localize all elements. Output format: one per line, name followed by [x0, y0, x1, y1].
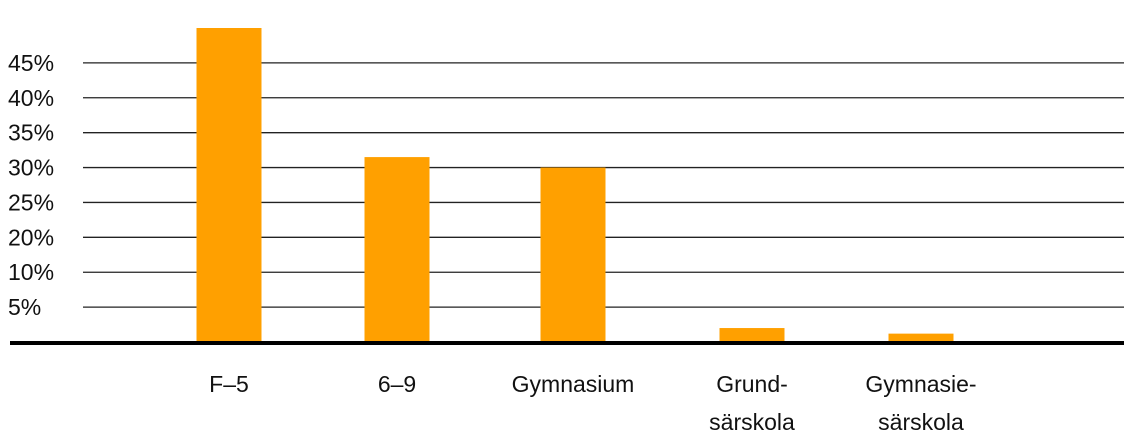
- y-tick-label: 40%: [8, 85, 54, 111]
- y-tick-label: 20%: [8, 224, 54, 250]
- y-tick-label: 10%: [8, 259, 54, 285]
- category-label: F–5: [209, 371, 249, 397]
- category-label: särskola: [878, 409, 964, 432]
- bar: [196, 28, 262, 342]
- y-tick-labels: 5% 10% 20% 25% 30% 35% 40% 45%: [8, 50, 54, 320]
- y-tick-label: 35%: [8, 120, 54, 146]
- category-labels: F–5 6–9 Gymnasium Grund-särskola Gymnasie-sä…: [209, 371, 976, 432]
- y-tick-label: 45%: [8, 50, 54, 76]
- bar: [364, 157, 430, 342]
- category-label: Grund-: [716, 371, 788, 397]
- y-tick-label: 5%: [8, 294, 41, 320]
- category-label: Gymnasie-: [865, 371, 976, 397]
- bar: [540, 167, 606, 342]
- category-label: Gymnasium: [512, 371, 635, 397]
- bars: [196, 28, 954, 342]
- category-label: 6–9: [378, 371, 416, 397]
- y-tick-label: 30%: [8, 155, 54, 181]
- y-tick-label: 25%: [8, 189, 54, 215]
- bar: [888, 333, 954, 342]
- category-label: särskola: [709, 409, 795, 432]
- bar: [719, 328, 785, 342]
